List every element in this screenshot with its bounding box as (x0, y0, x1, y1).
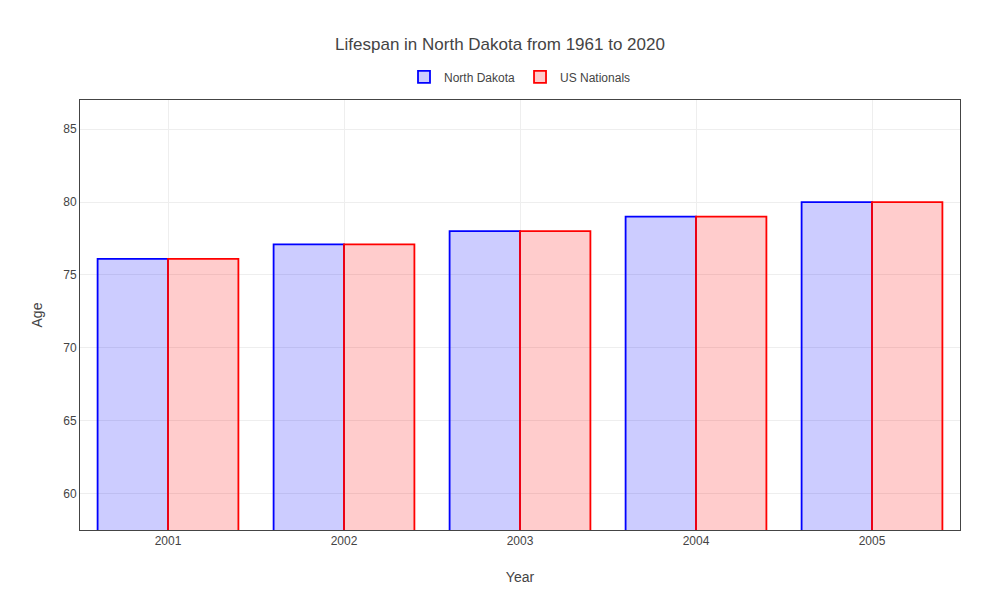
svg-text:2005: 2005 (859, 534, 886, 548)
svg-text:2001: 2001 (155, 534, 182, 548)
svg-text:2002: 2002 (331, 534, 358, 548)
svg-text:North Dakota: North Dakota (444, 71, 515, 85)
svg-text:US Nationals: US Nationals (560, 71, 630, 85)
svg-text:75: 75 (63, 268, 77, 282)
svg-text:Age: Age (29, 302, 45, 327)
svg-text:60: 60 (63, 487, 77, 501)
svg-text:70: 70 (63, 341, 77, 355)
svg-text:65: 65 (63, 414, 77, 428)
svg-text:Year: Year (506, 569, 535, 585)
svg-text:85: 85 (63, 122, 77, 136)
svg-text:2003: 2003 (507, 534, 534, 548)
svg-text:80: 80 (63, 195, 77, 209)
svg-text:Lifespan in North Dakota from: Lifespan in North Dakota from 1961 to 20… (335, 35, 665, 54)
svg-text:2004: 2004 (683, 534, 710, 548)
